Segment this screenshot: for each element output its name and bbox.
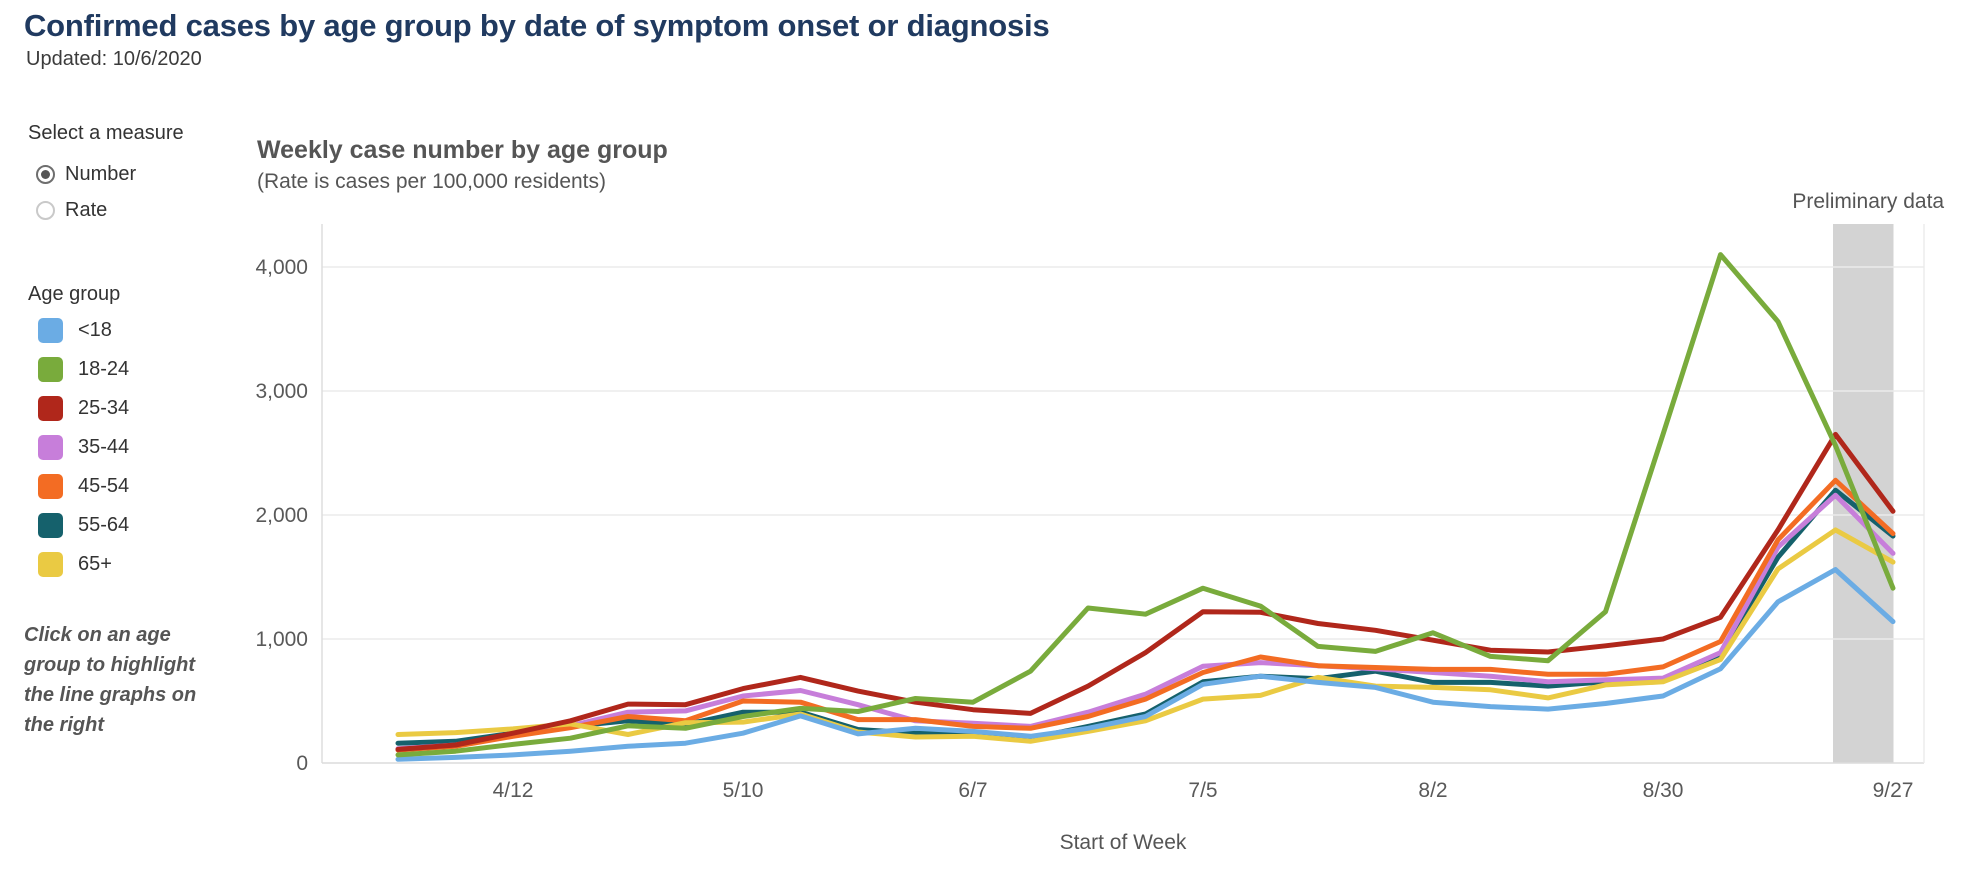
measure-option-label: Number [65,162,137,185]
line-25-34[interactable] [395,431,1896,752]
measure-select-label: Select a measure [28,122,184,144]
y-tick-2000: 2,000 [255,504,308,527]
age-group-legend: <18 18-24 25-34 35-44 45-54 55-64 65+ [38,318,129,591]
legend-swatch-icon [38,435,63,460]
legend-item-label: 65+ [78,553,112,575]
line--18[interactable] [395,567,1896,762]
y-tick-0: 0 [296,752,308,775]
x-tick-8-30: 8/30 [1643,779,1684,802]
preliminary-data-label: Preliminary data [1792,190,1944,213]
legend-item-65+[interactable]: 65+ [38,552,129,577]
legend-item-label: 55-64 [78,514,130,536]
measure-option-label: Rate [65,198,108,221]
legend-item-label: 35-44 [78,436,130,458]
legend-item--18[interactable]: <18 [38,318,129,343]
y-tick-1000: 1,000 [255,628,308,651]
chart-title: Weekly case number by age group [257,136,668,164]
line-45-54[interactable] [395,477,1896,753]
legend-note: Click on an age group to highlight the l… [24,624,197,736]
legend-swatch-icon [38,396,63,421]
legend-item-25-34[interactable]: 25-34 [38,396,129,421]
legend-title: Age group [28,283,121,305]
measure-option-rate[interactable]: Rate [36,192,136,228]
legend-swatch-icon [38,357,63,382]
measure-options: Number Rate [36,156,136,228]
legend-item-18-24[interactable]: 18-24 [38,357,129,382]
x-tick-6-7: 6/7 [958,779,987,802]
x-axis-title: Start of Week [1060,831,1187,854]
x-tick-8-2: 8/2 [1418,779,1447,802]
radio-selected-icon[interactable] [36,164,55,184]
line-65+[interactable] [395,527,1896,744]
legend-item-35-44[interactable]: 35-44 [38,435,129,460]
legend-item-label: <18 [78,319,112,341]
legend-item-45-54[interactable]: 45-54 [38,474,129,499]
line-35-44[interactable] [395,492,1896,752]
x-tick-9-27: 9/27 [1873,779,1914,802]
legend-item-label: 45-54 [78,475,130,497]
legend-swatch-icon [38,552,63,577]
measure-option-number[interactable]: Number [36,156,136,192]
x-tick-5-10: 5/10 [723,779,764,802]
y-tick-4000: 4,000 [255,256,308,279]
legend-item-label: 18-24 [78,358,130,380]
x-tick-4-12: 4/12 [493,779,534,802]
updated-date: Updated: 10/6/2020 [26,48,202,70]
chart-subtitle: (Rate is cases per 100,000 residents) [257,170,607,193]
side-panel: Select a measure Number Rate Age group <1… [0,0,240,884]
legend-swatch-icon [38,318,63,343]
legend-swatch-icon [38,474,63,499]
y-tick-3000: 3,000 [255,380,308,403]
legend-swatch-icon [38,513,63,538]
legend-item-55-64[interactable]: 55-64 [38,513,129,538]
x-tick-7-5: 7/5 [1188,779,1217,802]
legend-item-label: 25-34 [78,397,130,419]
radio-unselected-icon[interactable] [36,200,55,220]
line-18-24[interactable] [395,252,1896,758]
page-title: Confirmed cases by age group by date of … [24,8,1050,43]
